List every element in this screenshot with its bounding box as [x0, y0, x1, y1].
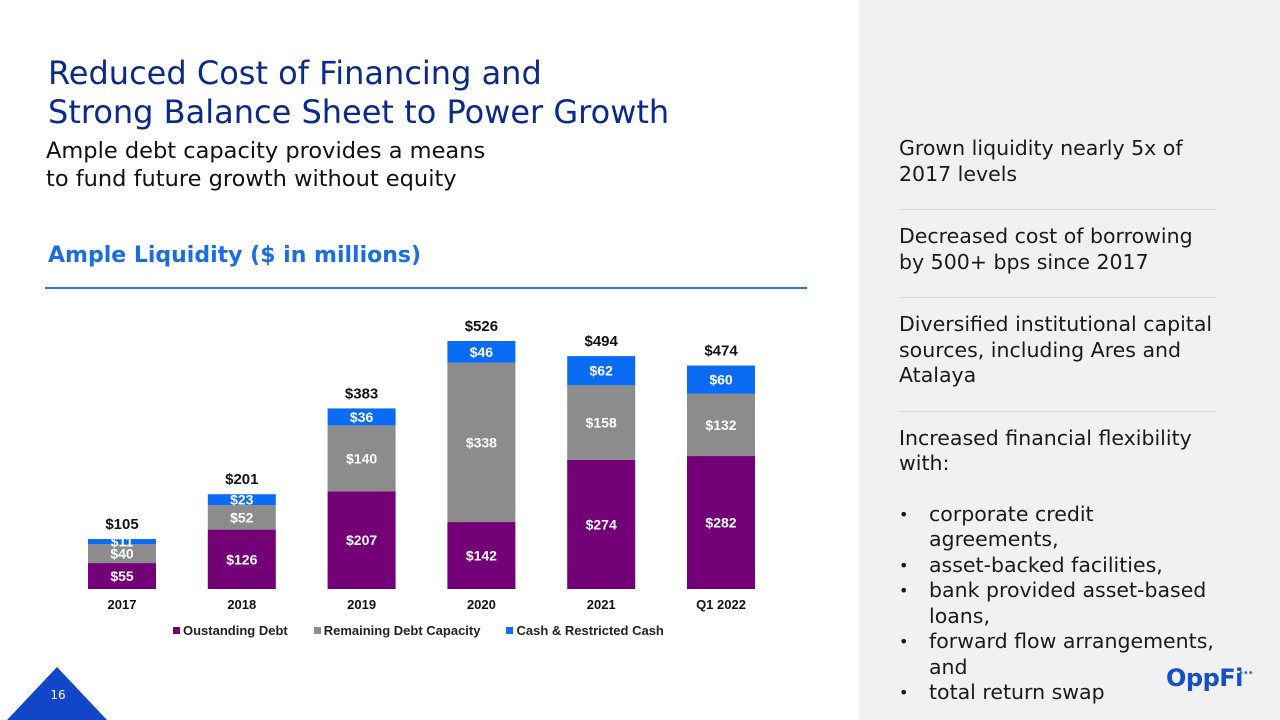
legend-item-outstanding-debt: Oustanding Debt [173, 623, 288, 638]
legend-label: Oustanding Debt [183, 623, 288, 638]
data-label: $207 [346, 532, 377, 548]
highlight-capital-sources: Diversified institutional capital source… [899, 312, 1216, 412]
data-label: $62 [590, 363, 614, 379]
slide-subtitle: Ample debt capacity provides a means to … [46, 137, 485, 193]
category-label: 2020 [467, 597, 496, 612]
title-line-2: Strong Balance Sheet to Power Growth [48, 93, 670, 131]
data-label: $36 [350, 409, 374, 425]
highlight-text: Decreased cost of borrowing [899, 224, 1193, 248]
category-label: 2021 [587, 597, 616, 612]
legend-item-cash: Cash & Restricted Cash [506, 623, 664, 638]
data-label: $52 [230, 509, 254, 525]
bar-segment [687, 456, 755, 589]
oppfi-logo: OppFi [1166, 664, 1243, 692]
bar-segment [207, 505, 276, 530]
total-label: $201 [225, 471, 258, 488]
highlight-text: by 500+ bps since 2017 [899, 249, 1149, 274]
liquidity-chart: $55 $40$11$105 2017 $126 $52$23 $201 2018 $207 $… [88, 318, 755, 612]
highlight-text: 2017 levels [899, 161, 1018, 186]
page-number: 16 [50, 688, 66, 702]
list-item: asset-backed facilities, [899, 553, 1216, 579]
bar-segment [447, 341, 516, 363]
total-label: $494 [585, 333, 619, 350]
bar-segment [327, 408, 396, 426]
total-label: $383 [345, 385, 378, 402]
legend-item-remaining-capacity: Remaining Debt Capacity [313, 623, 481, 638]
bar-segment [88, 563, 156, 589]
data-label: $23 [230, 492, 254, 508]
data-label: $158 [586, 415, 617, 431]
legend-swatch-cash [506, 627, 514, 634]
flexibility-list: corporate credit agreements, asset-backe… [899, 502, 1216, 706]
bar-segment [687, 393, 755, 457]
data-label: $142 [466, 548, 497, 564]
legend-label: Remaining Debt Capacity [323, 623, 481, 638]
total-label: $105 [105, 516, 138, 533]
data-label: $11 [111, 534, 134, 550]
bar-segment [687, 365, 755, 394]
total-label: $474 [704, 343, 738, 360]
bar-segment [88, 544, 156, 564]
bar-segment [567, 385, 636, 460]
highlight-liquidity: Grown liquidity nearly 5x of 2017 levels [899, 136, 1216, 210]
bar-segment [447, 522, 516, 589]
logo-dots-icon: ••• [1238, 668, 1254, 679]
bar-segment [327, 425, 396, 492]
bar-segment [567, 356, 636, 386]
category-label: 2019 [347, 597, 376, 612]
legend-label: Cash & Restricted Cash [516, 623, 664, 638]
category-label: 2018 [227, 597, 256, 612]
data-label: $126 [226, 551, 257, 567]
highlight-flexibility: Increased financial flexibility with: co… [899, 426, 1216, 706]
data-label: $274 [586, 516, 617, 532]
data-label: $132 [705, 417, 736, 433]
highlight-text: with: [899, 451, 950, 475]
chart-legend: Oustanding Debt Remaining Debt Capacity … [173, 623, 664, 638]
data-label: $282 [705, 515, 736, 531]
category-label: Q1 2022 [696, 597, 746, 612]
bar-segment [207, 529, 276, 589]
data-label: $40 [110, 546, 134, 562]
bar-segment [88, 539, 156, 545]
data-label: $140 [346, 450, 377, 466]
highlight-text: Diversified institutional capital [899, 312, 1213, 336]
page-number-triangle-icon [7, 667, 107, 720]
legend-swatch-outstanding-debt [173, 627, 180, 634]
data-label: $60 [709, 372, 733, 388]
list-item: forward flow arrangements, and [899, 629, 1216, 680]
list-item: total return swap [899, 680, 1216, 706]
highlight-text: Grown liquidity nearly 5x of [899, 136, 1183, 160]
subtitle-line-2: to fund future growth without equity [46, 166, 457, 192]
bar-segment [207, 494, 276, 506]
list-item: bank provided asset-based loans, [899, 578, 1216, 629]
list-item: corporate credit agreements, [899, 502, 1216, 553]
slide-title: Reduced Cost of Financing and Strong Bal… [48, 54, 669, 132]
subtitle-line-1: Ample debt capacity provides a means [46, 138, 486, 164]
title-line-1: Reduced Cost of Financing and [48, 54, 542, 92]
legend-swatch-remaining-capacity [313, 627, 321, 634]
total-label: $526 [465, 318, 498, 335]
chart-heading: Ample Liquidity ($ in millions) [48, 243, 422, 268]
highlight-text: Atalaya [899, 363, 977, 387]
highlight-cost-of-borrowing: Decreased cost of borrowing by 500+ bps … [899, 224, 1216, 298]
data-label: $338 [466, 434, 497, 450]
bar-segment [447, 362, 516, 523]
highlight-text: Increased financial flexibility [899, 425, 1192, 450]
bar-segment [327, 491, 396, 589]
data-label: $46 [470, 344, 494, 360]
category-label: 2017 [108, 597, 137, 612]
chart-heading-rule [45, 287, 807, 289]
data-label: $55 [110, 568, 134, 584]
highlight-text: sources, including Ares and [899, 337, 1182, 362]
bar-segment [567, 459, 636, 589]
highlights-panel: Grown liquidity nearly 5x of 2017 levels… [899, 136, 1239, 720]
